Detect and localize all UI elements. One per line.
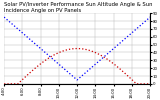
- Text: Solar PV/Inverter Performance Sun Altitude Angle & Sun Incidence Angle on PV Pan: Solar PV/Inverter Performance Sun Altitu…: [4, 2, 153, 13]
